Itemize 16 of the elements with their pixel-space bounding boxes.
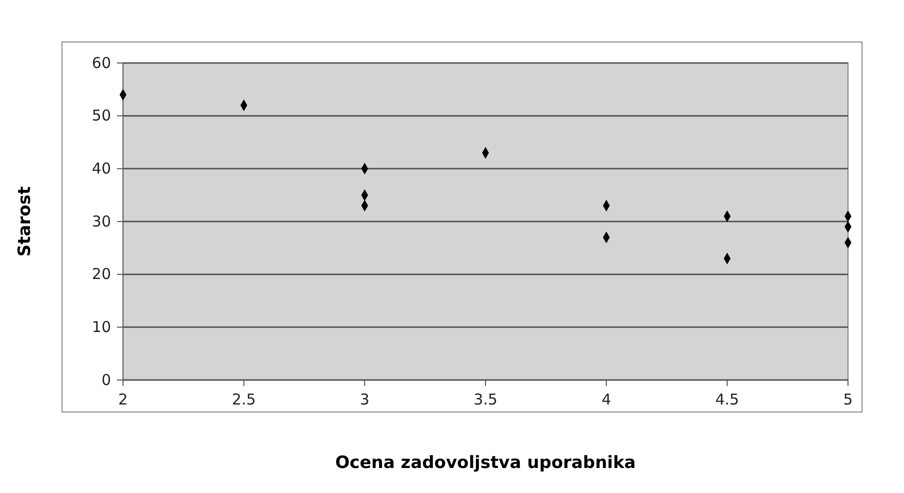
y-axis-title: Starost xyxy=(15,186,35,257)
x-axis-title: Ocena zadovoljstva uporabnika xyxy=(335,453,636,473)
x-tick-label: 4.5 xyxy=(715,390,740,409)
x-tick-label: 3.5 xyxy=(474,390,498,409)
x-tick-label: 2.5 xyxy=(232,390,256,409)
x-tick-label: 4 xyxy=(602,390,612,409)
y-tick-label: 60 xyxy=(92,54,111,72)
x-tick-label: 5 xyxy=(843,390,853,409)
y-tick-label: 30 xyxy=(92,212,111,230)
y-tick-label: 50 xyxy=(92,106,111,125)
x-tick-label: 3 xyxy=(360,390,370,409)
y-tick-label: 10 xyxy=(92,318,111,336)
y-tick-label: 20 xyxy=(92,265,111,284)
y-tick-label: 0 xyxy=(101,370,111,389)
x-tick-label: 2 xyxy=(118,390,128,409)
y-tick-label: 40 xyxy=(92,159,111,178)
